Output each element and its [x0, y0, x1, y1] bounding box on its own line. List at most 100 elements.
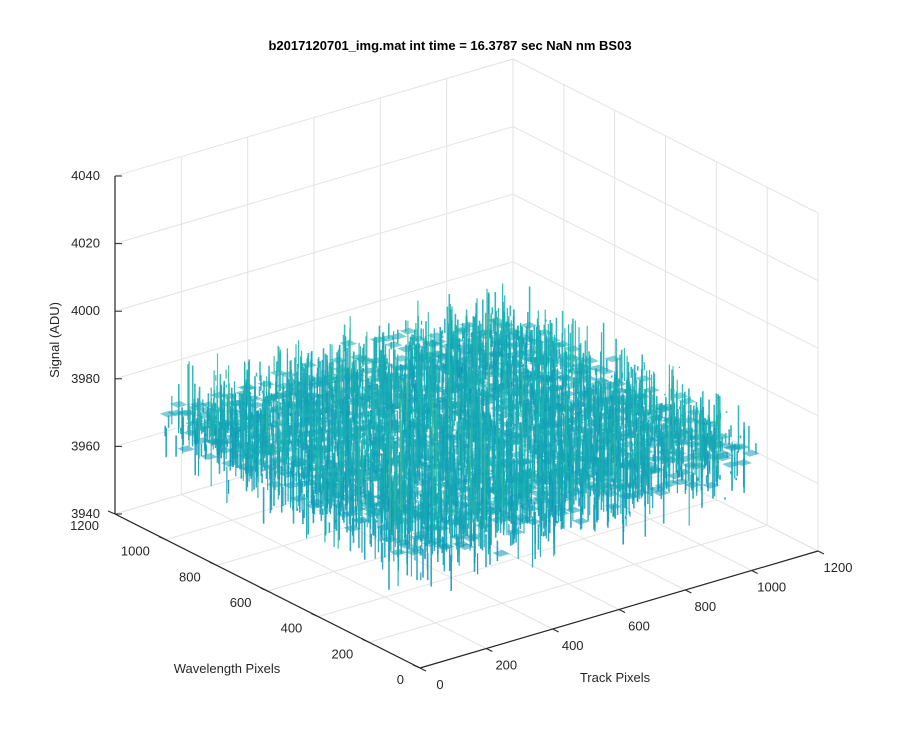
surface-patch — [444, 497, 462, 505]
surface-patch — [732, 443, 750, 451]
surface-patch — [530, 447, 549, 454]
surface-patch — [541, 478, 560, 486]
surface-patch — [420, 447, 438, 455]
surface-patch — [279, 371, 298, 378]
back-wall-grid-line — [114, 126, 514, 245]
back-wall-grid-line — [114, 261, 514, 380]
surface-patch — [442, 434, 460, 441]
surface-patch — [237, 384, 255, 392]
surface-patch — [243, 415, 261, 422]
surface-patch — [674, 468, 692, 476]
surface-patch — [247, 401, 265, 409]
side-wall-grid-line — [512, 126, 819, 282]
surface-patch — [169, 400, 188, 408]
surface-patch — [554, 495, 573, 503]
surface-patch — [388, 402, 407, 409]
surface-patch — [454, 485, 472, 493]
signal-surface — [159, 283, 760, 591]
surface-patch — [340, 388, 359, 395]
surface-patch — [434, 543, 453, 551]
surface-patch — [297, 458, 316, 466]
surface-patch — [596, 367, 615, 375]
surface-patch — [522, 505, 540, 512]
surface-patch — [572, 517, 590, 525]
side-wall-grid-line — [512, 261, 819, 417]
surface-patch — [422, 540, 440, 547]
surface-patch — [284, 455, 303, 462]
side-wall-grid-line — [512, 193, 819, 349]
surface-patch — [681, 417, 699, 424]
surface-patch — [449, 533, 467, 541]
surface-patch — [182, 429, 201, 437]
side-wall-grid-line — [512, 58, 819, 214]
surface-patch — [492, 549, 510, 557]
surface-patch — [587, 381, 605, 389]
surface-patch — [634, 375, 653, 383]
surface-patch — [569, 400, 588, 407]
surface-patch — [599, 464, 617, 472]
surface-patch — [652, 489, 670, 497]
surface-patch — [582, 481, 600, 489]
surface-patch — [221, 459, 239, 467]
surface-patch — [666, 415, 684, 423]
surface-patch — [404, 428, 423, 435]
surface-patch — [486, 392, 505, 399]
surface-patch — [267, 405, 286, 413]
floor-grid-line — [369, 524, 768, 643]
surface-patch — [231, 419, 249, 426]
surface-patch — [650, 406, 669, 414]
surface-patch — [671, 438, 690, 446]
surface-patch — [540, 457, 558, 465]
floor-grid-line — [318, 499, 717, 618]
surface-patch — [543, 336, 561, 344]
surface-patch — [323, 408, 341, 416]
surface-patch — [326, 418, 344, 426]
surface-patch — [412, 530, 430, 538]
surface-patch — [604, 355, 622, 363]
surface-patch — [553, 340, 572, 348]
surface-patch — [702, 481, 720, 489]
surface-patch — [305, 502, 323, 510]
surface-patch — [472, 504, 490, 512]
surface-patch — [474, 476, 492, 484]
back-wall-grid-line — [114, 58, 514, 177]
surface-patch — [399, 518, 417, 525]
surface-patch — [289, 495, 308, 502]
surface-patch — [374, 506, 392, 514]
surface-patch — [177, 445, 195, 453]
surface-patch — [414, 424, 432, 432]
surface-patch — [175, 409, 193, 417]
surface-patch — [532, 494, 550, 502]
surface-patch — [299, 466, 318, 474]
surface-patch — [397, 541, 415, 549]
surface-patch — [643, 441, 662, 449]
surface-patch — [742, 450, 760, 457]
surface-patch — [295, 443, 314, 450]
back-wall-grid-line — [114, 193, 514, 312]
surface-patch — [520, 322, 538, 329]
surface-patch — [574, 475, 593, 483]
surface-patch — [392, 355, 411, 362]
surface-patch — [512, 513, 530, 521]
surface-patch — [427, 350, 446, 358]
surface-patch — [407, 343, 425, 351]
surface-patch — [192, 437, 211, 444]
surface-patch — [550, 438, 568, 446]
surface-patch — [545, 429, 564, 437]
surface-patch — [339, 339, 358, 347]
surface-patch — [407, 370, 426, 378]
surface-patch — [506, 528, 525, 536]
surface-patch — [734, 459, 752, 466]
surface-patch — [469, 514, 487, 522]
surface-patch — [433, 481, 451, 489]
surface-patch — [446, 476, 464, 484]
surface-patch — [609, 380, 628, 387]
surface-patch — [200, 453, 218, 460]
chart-title: b2017120701_img.mat int time = 16.3787 s… — [268, 38, 632, 53]
surface-patch — [497, 341, 516, 349]
surface-patch — [315, 464, 333, 472]
surface-patch — [404, 548, 423, 556]
surface-patch — [542, 484, 560, 492]
surface-patch — [215, 447, 234, 454]
